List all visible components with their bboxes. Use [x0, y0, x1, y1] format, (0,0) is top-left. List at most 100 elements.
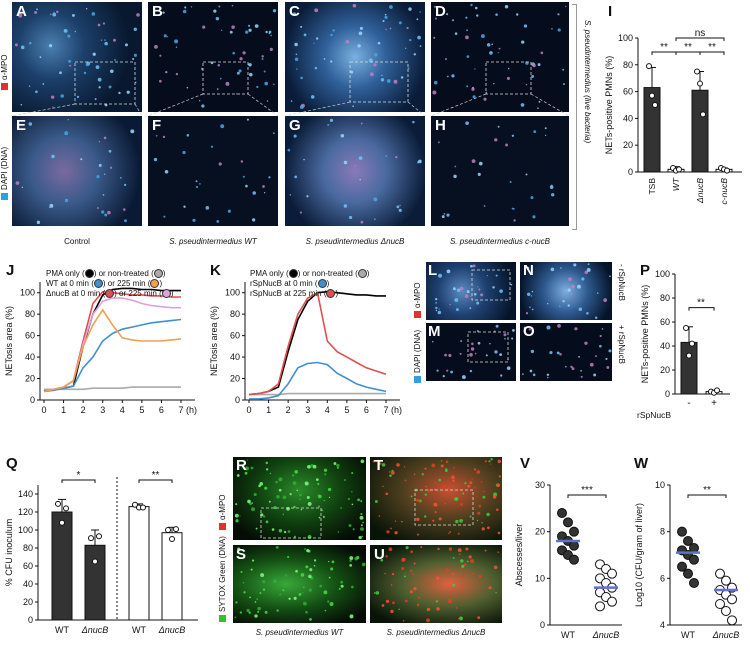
cell-dot: [389, 5, 393, 9]
cell-dot: [381, 604, 385, 607]
panel-letter-A: A: [16, 3, 27, 20]
cell-dot: [217, 63, 221, 67]
micrograph-N: [520, 262, 612, 320]
cell-dot: [184, 6, 187, 9]
cell-dot: [312, 464, 317, 469]
cell-dot: [113, 38, 116, 42]
cell-dot: [210, 61, 214, 65]
cell-dot: [469, 307, 472, 310]
micrograph-overlay-RU: [234, 458, 501, 623]
cell-dot: [360, 500, 363, 503]
zoom-box: [74, 61, 136, 105]
y-tick-label: 0: [540, 620, 545, 630]
cell-dot: [391, 573, 395, 576]
cell-dot: [369, 72, 374, 77]
cell-dot: [532, 63, 536, 68]
cell-dot: [413, 473, 416, 475]
cell-dot: [488, 586, 492, 590]
cell-dot: [299, 105, 304, 109]
cell-dot: [434, 6, 436, 8]
legend-K: PMA only () or non-treated () rSpNucB at…: [250, 269, 369, 299]
cell-dot: [494, 138, 498, 142]
cell-dot: [385, 155, 388, 157]
cell-dot: [300, 573, 305, 577]
y-tick-label: 60: [230, 331, 240, 341]
cell-dot: [380, 78, 385, 82]
cell-dot: [474, 352, 477, 355]
cell-dot: [368, 58, 373, 63]
condition-label-cnucb: S. pseudintermedius c-nucB: [449, 237, 551, 246]
series-line: [248, 291, 387, 396]
cell-dot: [300, 508, 303, 511]
cell-dot: [528, 328, 532, 331]
cell-dot: [396, 463, 400, 467]
cell-dot: [506, 366, 511, 370]
cell-dot: [557, 28, 561, 32]
cell-dot: [402, 619, 405, 622]
cell-dot: [264, 610, 268, 614]
y-tick-label: 0: [28, 615, 33, 625]
y-tick-label: 0: [665, 389, 670, 399]
series-line: [43, 308, 182, 393]
cell-dot: [52, 12, 57, 17]
cell-dot: [382, 485, 384, 488]
cell-dot: [387, 79, 391, 83]
cell-dot: [398, 21, 402, 25]
cell-dot: [435, 302, 437, 304]
cell-dot: [496, 483, 501, 488]
cell-dot: [349, 564, 353, 567]
cell-dot: [287, 555, 290, 559]
cell-dot: [452, 479, 455, 482]
cell-dot: [398, 608, 400, 611]
y-axis-label: NETs-positive PMNs (%): [604, 56, 614, 155]
black-dot-icon: [84, 269, 94, 279]
cell-dot: [440, 464, 444, 468]
panel-letter-J: J: [6, 262, 15, 279]
cell-dot: [202, 25, 206, 29]
cell-dot: [265, 520, 269, 524]
cell-dot: [432, 90, 437, 95]
cell-dot: [374, 218, 376, 220]
cell-dot: [165, 71, 168, 74]
x-tick-label: 7: [178, 405, 183, 415]
cell-dot: [275, 480, 278, 484]
cell-dot: [413, 562, 416, 565]
x-tick-label: WT: [55, 625, 69, 635]
cell-dot: [474, 68, 476, 70]
blue-square-icon: [414, 376, 422, 383]
cell-dot: [336, 466, 339, 469]
cell-dot: [136, 13, 140, 17]
cell-dot: [433, 36, 436, 39]
zoom-box: [414, 489, 474, 526]
cell-dot: [53, 11, 55, 14]
cell-dot: [530, 295, 533, 297]
cell-dot: [470, 264, 473, 268]
sig-label: ***: [581, 485, 593, 496]
cell-dot: [390, 584, 393, 586]
cell-dot: [360, 220, 364, 224]
cell-dot: [454, 32, 458, 35]
cell-dot: [159, 54, 162, 57]
cell-dot: [469, 369, 473, 373]
cell-dot: [56, 10, 59, 14]
cell-dot: [459, 286, 464, 291]
cell-dot: [359, 26, 363, 30]
cell-dot: [327, 600, 330, 603]
cell-dot: [445, 568, 450, 572]
cell-dot: [49, 13, 52, 16]
sig-label: *: [77, 470, 81, 481]
data-point: [88, 535, 94, 542]
sig-bracket: [138, 479, 173, 483]
cell-dot: [288, 597, 291, 601]
cell-dot: [557, 13, 560, 16]
cell-dot: [388, 547, 393, 552]
cell-dot: [512, 328, 515, 332]
cell-dot: [586, 268, 591, 272]
y-tick-label: 0: [30, 395, 35, 405]
zoom-box: [260, 507, 322, 539]
panel-letter-M: M: [428, 323, 441, 340]
cell-dot: [302, 592, 304, 594]
cell-dot: [547, 376, 549, 379]
cell-dot: [609, 275, 611, 278]
data-point: [677, 561, 687, 572]
